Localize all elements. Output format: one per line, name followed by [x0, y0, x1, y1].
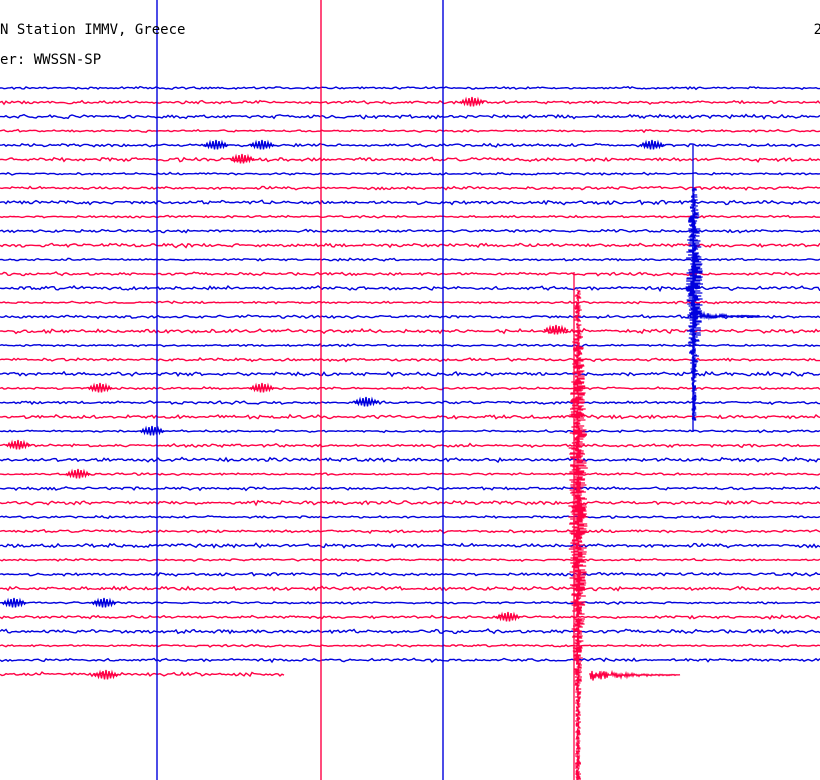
trace-line	[0, 370, 820, 378]
trace-line	[0, 242, 820, 249]
trace-line	[0, 557, 820, 563]
glitch-mark	[249, 139, 275, 150]
trace-line	[0, 228, 820, 234]
trace-line	[0, 600, 820, 605]
red-burst	[568, 289, 588, 780]
trace-line	[0, 485, 820, 492]
glitch-mark	[1, 597, 27, 608]
trace-line	[0, 85, 820, 91]
glitch-mark	[139, 425, 165, 436]
station-title: N Station IMMV, Greece	[0, 22, 186, 38]
trace-line	[0, 528, 820, 535]
glitch-mark	[65, 468, 91, 479]
time-markers	[156, 0, 444, 780]
trace-line	[0, 456, 820, 464]
red-burst-coda	[589, 669, 681, 681]
trace-line	[0, 300, 820, 305]
trace-line	[0, 128, 820, 134]
trace-line	[0, 442, 820, 449]
glitch-mark	[93, 669, 119, 680]
trace-line	[0, 671, 285, 678]
trace-line	[0, 313, 820, 320]
glitch-mark	[249, 382, 275, 393]
trace-line	[0, 199, 820, 206]
glitch-mark	[87, 382, 113, 393]
trace-line	[0, 142, 820, 148]
trace-line	[0, 185, 820, 191]
glitch-mark	[495, 611, 521, 622]
trace-line	[0, 499, 820, 507]
corner-label: 2	[813, 22, 820, 38]
trace-line	[0, 628, 820, 635]
trace-line	[0, 515, 820, 520]
trace-line	[0, 271, 820, 277]
glitch-mark	[543, 324, 569, 335]
blue-burst-coda	[699, 310, 761, 321]
blue-burst	[685, 187, 703, 421]
seismic-traces	[0, 85, 820, 680]
glitch-mark	[91, 597, 117, 608]
trace-line	[0, 657, 820, 664]
trace-line	[0, 399, 820, 406]
event-bursts	[568, 145, 761, 780]
trace-line	[0, 643, 820, 648]
trace-line	[0, 413, 820, 420]
trace-line	[0, 171, 820, 176]
filter-label: er: WWSSN-SP	[0, 52, 102, 68]
trace-line	[0, 357, 820, 363]
trace-line	[0, 614, 820, 620]
glitch-mark	[639, 139, 665, 150]
trace-line	[0, 386, 820, 391]
glitch-mark	[5, 439, 31, 450]
trace-line	[0, 156, 820, 163]
glitch-mark	[203, 139, 229, 150]
trace-line	[0, 571, 820, 577]
trace-line	[0, 284, 820, 293]
trace-line	[0, 257, 820, 262]
trace-line	[0, 327, 820, 335]
trace-line	[0, 429, 820, 434]
trace-line	[0, 542, 820, 549]
trace-line	[0, 214, 820, 219]
trace-line	[0, 343, 820, 348]
trace-line	[0, 585, 820, 592]
trace-line	[0, 113, 820, 120]
glitch-mark	[229, 153, 255, 164]
glitch-mark	[353, 396, 379, 407]
glitch-mark	[459, 96, 485, 107]
trace-line	[0, 99, 820, 106]
trace-line	[0, 471, 820, 477]
